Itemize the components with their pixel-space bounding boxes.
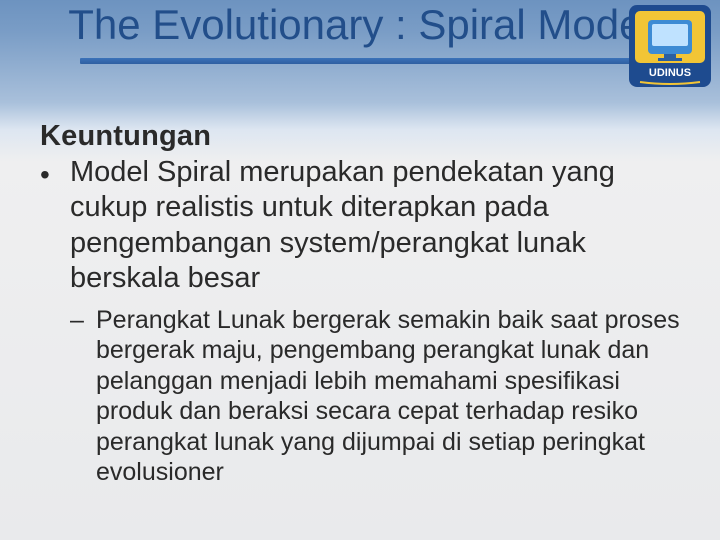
slide-title: The Evolutionary : Spiral Model bbox=[68, 2, 652, 54]
section-heading: Keuntungan bbox=[40, 120, 680, 153]
bullet-text: Model Spiral merupakan pendekatan yang c… bbox=[70, 155, 680, 297]
content-area: Keuntungan • Model Spiral merupakan pend… bbox=[40, 120, 680, 488]
sub-bullet-text: Perangkat Lunak bergerak semakin baik sa… bbox=[96, 305, 680, 488]
udinus-logo: UDINUS bbox=[628, 4, 712, 88]
bullet-marker: • bbox=[40, 155, 70, 297]
sub-bullet-marker: – bbox=[70, 305, 96, 488]
title-underline bbox=[80, 58, 640, 64]
bullet-item: • Model Spiral merupakan pendekatan yang… bbox=[40, 155, 680, 297]
title-block: The Evolutionary : Spiral Model bbox=[0, 0, 720, 64]
sub-bullet-item: – Perangkat Lunak bergerak semakin baik … bbox=[40, 305, 680, 488]
svg-text:UDINUS: UDINUS bbox=[649, 67, 691, 79]
